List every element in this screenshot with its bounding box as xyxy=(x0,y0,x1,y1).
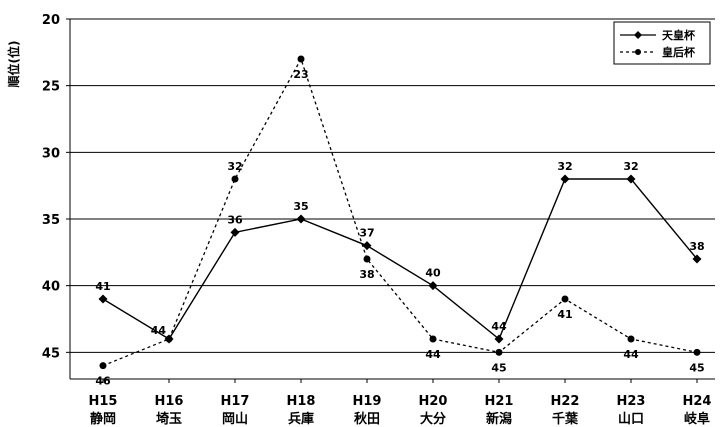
point-天皇杯-H15 xyxy=(98,294,108,304)
data-label-天皇杯-H24: 38 xyxy=(689,240,704,253)
point-皇后杯-H17 xyxy=(231,175,239,183)
x-tick-sublabel-H19: 秋田 xyxy=(354,411,380,427)
data-label-皇后杯-H22: 41 xyxy=(557,308,572,321)
y-axis-ticks: 20 25 30 35 40 45 xyxy=(42,13,70,361)
x-tick-sublabel-H17: 岡山 xyxy=(222,411,248,427)
x-tick-label-H23: H23 xyxy=(617,394,646,409)
point-天皇杯-H18 xyxy=(296,214,306,224)
point-皇后杯-H21 xyxy=(495,348,503,356)
legend-marker-皇后杯 xyxy=(635,49,641,55)
legend-label-皇后杯: 皇后杯 xyxy=(662,45,696,59)
point-天皇杯-H23 xyxy=(626,174,636,184)
y-tick-label-40: 40 xyxy=(42,280,60,295)
point-皇后杯-H18 xyxy=(297,55,305,63)
x-tick-label-H17: H17 xyxy=(221,394,250,409)
x-axis-ticks: H15 静岡 H16 埼玉 H17 岡山 H18 兵庫 H19 秋田 H20 大分 H21 新潟 H22 千葉… xyxy=(89,379,712,427)
x-tick-sublabel-H24: 岐阜 xyxy=(684,411,710,427)
x-tick-sublabel-H16: 埼玉 xyxy=(156,411,182,427)
x-tick-sublabel-H21: 新潟 xyxy=(486,411,512,427)
point-皇后杯-H15 xyxy=(99,362,107,370)
point-皇后杯-H23 xyxy=(627,335,635,343)
data-label-天皇杯-H21: 44 xyxy=(491,320,507,333)
data-label-皇后杯-H15: 46 xyxy=(95,375,111,388)
data-label-天皇杯-H15: 41 xyxy=(95,280,110,293)
x-tick-label-H19: H19 xyxy=(353,394,382,409)
data-label-天皇杯-H16: 44 xyxy=(151,324,167,337)
x-tick-label-H22: H22 xyxy=(551,394,580,409)
series-line-天皇杯 xyxy=(102,178,698,341)
point-皇后杯-H22 xyxy=(561,295,569,303)
data-label-天皇杯-H20: 40 xyxy=(425,267,441,280)
point-皇后杯-H19 xyxy=(363,255,371,263)
data-label-皇后杯-H24: 45 xyxy=(689,361,704,374)
y-tick-label-30: 30 xyxy=(42,146,60,161)
series-lines xyxy=(98,55,702,370)
x-tick-sublabel-H15: 静岡 xyxy=(90,411,116,427)
data-label-天皇杯-H17: 36 xyxy=(227,213,243,226)
x-tick-sublabel-H22: 千葉 xyxy=(552,411,579,427)
y-tick-label-35: 35 xyxy=(42,213,60,228)
point-天皇杯-H19 xyxy=(362,241,372,251)
x-tick-label-H20: H20 xyxy=(419,394,448,409)
legend-label-天皇杯: 天皇杯 xyxy=(662,28,696,42)
point-皇后杯-H20 xyxy=(429,335,437,343)
y-axis-label: 順位(位) xyxy=(6,41,21,89)
legend-marker-天皇杯 xyxy=(634,31,642,39)
x-tick-label-H15: H15 xyxy=(89,394,118,409)
data-label-天皇杯-H18: 35 xyxy=(293,200,308,213)
data-labels: 41 44 36 35 37 40 44 32 32 38 46 32 23 38 44 45 41 44 45 xyxy=(95,68,704,388)
point-天皇杯-H21 xyxy=(494,334,504,344)
y-tick-label-20: 20 xyxy=(42,13,60,28)
data-label-天皇杯-H23: 32 xyxy=(623,160,638,173)
x-tick-label-H24: H24 xyxy=(683,394,712,409)
y-tick-label-45: 45 xyxy=(42,346,60,361)
x-tick-label-H16: H16 xyxy=(155,394,184,409)
series-line-皇后杯 xyxy=(102,57,698,367)
data-label-天皇杯-H19: 37 xyxy=(359,227,374,240)
point-皇后杯-H16 xyxy=(165,335,173,343)
point-天皇杯-H22 xyxy=(560,174,570,184)
x-tick-label-H21: H21 xyxy=(485,394,514,409)
data-label-皇后杯-H18: 23 xyxy=(293,68,308,81)
point-天皇杯-H24 xyxy=(692,254,702,264)
data-label-皇后杯-H20: 44 xyxy=(425,348,441,361)
point-天皇杯-H17 xyxy=(230,227,240,237)
point-皇后杯-H24 xyxy=(693,348,701,356)
data-label-皇后杯-H19: 38 xyxy=(359,268,374,281)
x-tick-label-H18: H18 xyxy=(287,394,316,409)
gridlines xyxy=(70,18,715,353)
data-label-皇后杯-H21: 45 xyxy=(491,361,506,374)
point-天皇杯-H20 xyxy=(428,281,438,291)
data-label-皇后杯-H17: 32 xyxy=(227,160,242,173)
data-label-皇后杯-H23: 44 xyxy=(623,348,639,361)
legend-box xyxy=(613,21,711,65)
x-tick-sublabel-H18: 兵庫 xyxy=(288,411,314,427)
axes xyxy=(69,19,715,380)
x-tick-sublabel-H23: 山口 xyxy=(618,411,644,427)
data-label-天皇杯-H22: 32 xyxy=(557,160,572,173)
x-tick-sublabel-H20: 大分 xyxy=(420,411,446,427)
y-tick-label-25: 25 xyxy=(42,80,60,95)
